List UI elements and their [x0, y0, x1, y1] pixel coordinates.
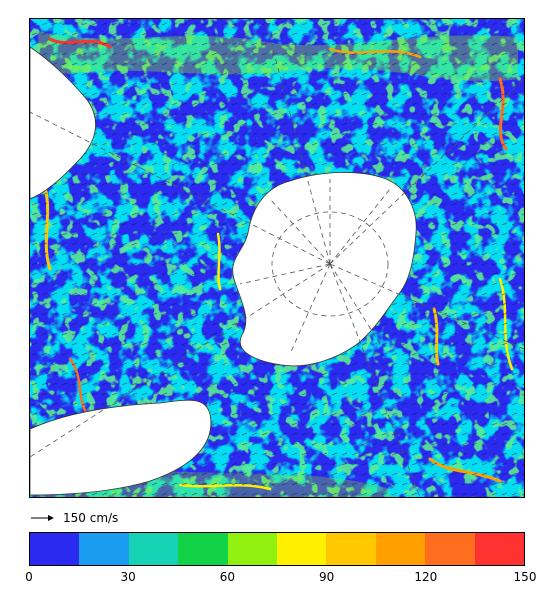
colorbar-segment [326, 533, 376, 565]
map-canvas [30, 19, 524, 497]
colorbar-segment [277, 533, 327, 565]
colorbar-segment [79, 533, 129, 565]
colorbar-tick-label: 90 [318, 570, 335, 584]
colorbar-tick-label: 120 [414, 570, 438, 584]
colorbar-segment [474, 533, 525, 565]
colorbar [29, 532, 525, 566]
africa [30, 399, 212, 496]
current-speed-map [29, 18, 525, 498]
colorbar-tick-label: 60 [219, 570, 236, 584]
reference-vector-label: 150 cm/s [63, 511, 119, 525]
colorbar-segment [425, 533, 475, 565]
colorbar-segment [375, 533, 426, 565]
graticule [30, 19, 524, 497]
colorbar-segment [227, 533, 278, 565]
colorbar-segment [178, 533, 228, 565]
reference-arrow-icon [31, 515, 54, 521]
colorbar-segment [128, 533, 179, 565]
south-america [30, 46, 96, 200]
colorbar-tick-label: 0 [25, 570, 33, 584]
colorbar-tick-label: 150 [513, 570, 537, 584]
colorbar-tick-label: 30 [120, 570, 136, 584]
antarctica [232, 172, 417, 367]
colorbar-segment [30, 533, 80, 565]
land [30, 46, 417, 496]
